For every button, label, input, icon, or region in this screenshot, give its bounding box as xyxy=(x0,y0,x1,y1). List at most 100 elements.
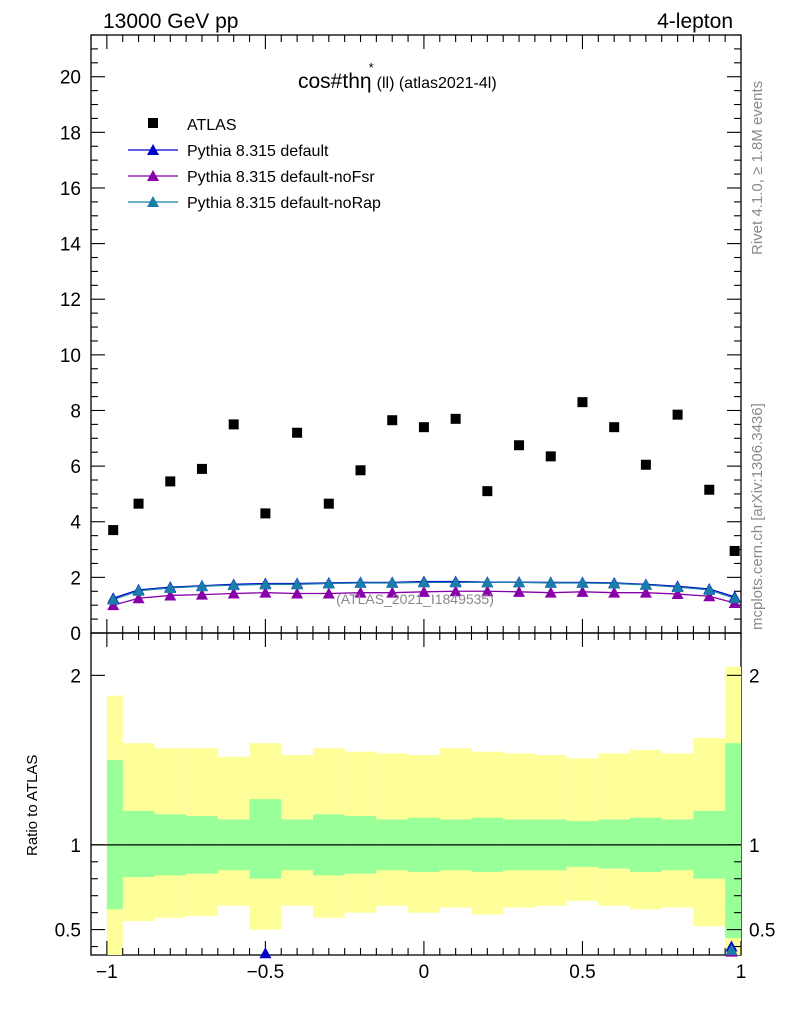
ratio-y-tick-label-right: 2 xyxy=(749,666,760,687)
legend-label-atlas: ATLAS xyxy=(187,117,237,134)
mc-point xyxy=(576,576,589,588)
atlas-data-point xyxy=(418,422,429,433)
mc-series-markers xyxy=(107,575,741,611)
main-y-tick-label: 4 xyxy=(70,513,81,534)
legend-marker-default xyxy=(147,144,159,155)
mc-point xyxy=(449,585,462,597)
mc-point xyxy=(481,585,494,597)
mc-point xyxy=(354,586,367,598)
mc-point xyxy=(291,587,304,599)
mc-point xyxy=(354,576,367,588)
atlas-data-point xyxy=(260,508,271,519)
mc-point xyxy=(544,576,557,588)
axis-ticks xyxy=(90,34,742,955)
mc-point xyxy=(291,578,304,590)
ratio-inner-band-bin xyxy=(249,799,282,879)
mc-point xyxy=(608,586,621,598)
main-y-tick-label: 18 xyxy=(60,123,81,144)
mc-point xyxy=(195,588,208,600)
ratio-y-tick-label-left: 1 xyxy=(70,836,81,857)
mc-point xyxy=(481,576,494,588)
plot-title-sub: (ll) (atlas2021-4l) xyxy=(377,75,497,92)
mc-point xyxy=(195,580,208,592)
x-tick-label: −1 xyxy=(96,962,118,983)
legend-label-nofsr: Pythia 8.315 default-noFsr xyxy=(187,169,375,186)
atlas-data-point xyxy=(640,459,651,470)
header-left: 13000 GeV pp xyxy=(103,10,238,33)
mc-point xyxy=(259,586,272,598)
atlas-data-markers xyxy=(108,397,740,556)
atlas-data-point xyxy=(108,525,119,536)
mc-point xyxy=(386,586,399,598)
mc-point xyxy=(639,586,652,598)
mc-point xyxy=(227,587,240,599)
ratio-y-tick-label-right: 0.5 xyxy=(749,921,775,942)
legend-marker-norap xyxy=(147,196,159,207)
atlas-data-point xyxy=(228,419,239,430)
mc-point xyxy=(227,579,240,591)
x-tick-label: 0 xyxy=(419,962,430,983)
ratio-inner-band-bin xyxy=(598,819,631,869)
mc-point xyxy=(513,585,526,597)
mc-point xyxy=(132,592,145,604)
main-y-tick-labels: 0 2 4 6 8 10 12 14 16 18 20 xyxy=(60,68,82,645)
atlas-data-point xyxy=(355,465,366,476)
ratio-y-tick-label-left: 2 xyxy=(70,666,81,687)
ratio-y-tick-labels: 0.5 0.5 1 1 2 2 xyxy=(55,666,776,941)
legend-marker-nofsr xyxy=(147,170,159,181)
atlas-data-point xyxy=(704,484,715,495)
mc-point xyxy=(513,576,526,588)
mc-point xyxy=(576,585,589,597)
ratio-y-axis-label: Ratio to ATLAS xyxy=(24,755,41,856)
mc-point xyxy=(544,586,557,598)
atlas-data-point xyxy=(672,409,683,420)
mc-point xyxy=(107,593,120,605)
main-y-tick-label: 0 xyxy=(70,624,81,645)
mc-point xyxy=(639,578,652,590)
legend-label-default: Pythia 8.315 default xyxy=(187,143,329,160)
main-y-tick-label: 2 xyxy=(70,568,81,589)
ratio-inner-band-bin xyxy=(725,743,741,939)
mc-point xyxy=(728,592,741,604)
ratio-inner-band-bin xyxy=(566,821,599,867)
atlas-data-point xyxy=(514,440,525,451)
mc-point xyxy=(417,585,430,597)
mc-point xyxy=(259,578,272,590)
mc-point xyxy=(322,577,335,589)
main-y-tick-label: 6 xyxy=(70,457,81,478)
main-y-tick-label: 8 xyxy=(70,401,81,422)
atlas-data-point xyxy=(450,413,461,424)
mc-point xyxy=(417,576,430,588)
x-tick-label: −0.5 xyxy=(247,962,285,983)
legend: ATLAS Pythia 8.315 default Pythia 8.315 … xyxy=(128,117,381,212)
header-right: 4-lepton xyxy=(657,10,733,33)
atlas-data-point xyxy=(196,463,207,474)
ratio-inner-band-bin xyxy=(122,810,155,878)
mc-point xyxy=(671,581,684,593)
atlas-data-point xyxy=(545,451,556,462)
atlas-data-point xyxy=(292,427,303,438)
main-y-tick-label: 16 xyxy=(60,179,81,200)
mc-point xyxy=(164,581,177,593)
mc-point xyxy=(107,599,120,611)
x-tick-label: 0.5 xyxy=(569,962,595,983)
main-y-tick-label: 14 xyxy=(60,235,82,256)
ratio-markers xyxy=(259,940,738,959)
mc-point xyxy=(608,577,621,589)
main-y-tick-label: 10 xyxy=(60,346,81,367)
plot-title: cos#thη*(ll) (atlas2021-4l) xyxy=(298,60,497,93)
ratio-y-tick-label-right: 1 xyxy=(749,836,760,857)
mc-point xyxy=(671,588,684,600)
x-tick-labels: −1 −0.5 0 0.5 1 xyxy=(96,962,746,983)
atlas-data-point xyxy=(729,545,740,556)
plot-title-main: cos#thη xyxy=(298,70,372,93)
ratio-uncertainty-bands xyxy=(106,666,741,955)
mc-point xyxy=(164,589,177,601)
rivet-label: Rivet 4.1.0, ≥ 1.8M events xyxy=(749,81,766,255)
x-tick-label: 1 xyxy=(736,962,747,983)
main-y-tick-label: 20 xyxy=(60,68,81,89)
legend-marker-atlas xyxy=(148,118,158,128)
atlas-data-point xyxy=(609,422,620,433)
main-y-tick-label: 12 xyxy=(60,290,81,311)
ratio-inner-band-bin xyxy=(106,760,123,910)
